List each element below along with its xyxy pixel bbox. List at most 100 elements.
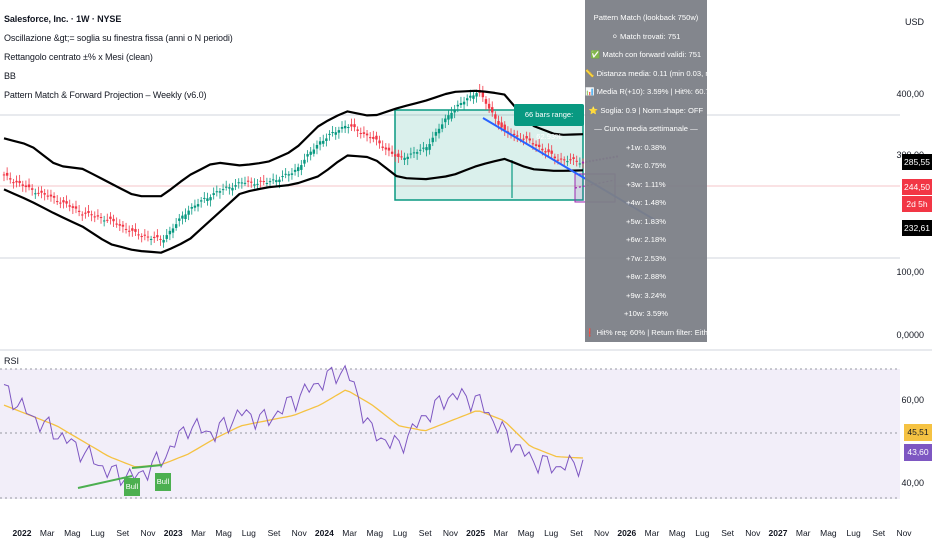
candle-body bbox=[296, 167, 300, 172]
candle-body bbox=[331, 132, 334, 134]
candle-body bbox=[184, 214, 187, 220]
indicator-pattern-match[interactable]: Pattern Match & Forward Projection – Wee… bbox=[4, 90, 207, 100]
time-axis-label: Nov bbox=[896, 528, 912, 538]
candle-body bbox=[18, 180, 21, 184]
candle-body bbox=[325, 138, 328, 142]
candle-body bbox=[52, 195, 56, 198]
candle-body bbox=[497, 121, 500, 125]
time-axis-label: Set bbox=[570, 528, 583, 538]
candle-body bbox=[153, 236, 156, 239]
candle-body bbox=[118, 224, 121, 226]
candle-body bbox=[372, 136, 375, 139]
candle-body bbox=[431, 137, 434, 143]
info-line: +3w: 1.11% bbox=[626, 179, 666, 189]
candle-body bbox=[287, 174, 291, 176]
candle-body bbox=[494, 114, 497, 119]
bull-label-1: Bull bbox=[124, 478, 140, 496]
candle-body bbox=[375, 135, 378, 140]
candle-body bbox=[193, 205, 197, 208]
candle-body bbox=[303, 159, 306, 164]
candle-body bbox=[525, 136, 528, 139]
candle-body bbox=[387, 147, 391, 151]
candle-body bbox=[90, 214, 93, 216]
candle-body bbox=[281, 176, 284, 178]
candle-body bbox=[422, 147, 425, 149]
time-axis-label: Set bbox=[116, 528, 130, 538]
time-axis-label: Lug bbox=[241, 528, 256, 538]
candle-body bbox=[397, 153, 400, 157]
time-axis-label: Nov bbox=[745, 528, 761, 538]
candle-body bbox=[350, 124, 353, 127]
bull-divergence-line-2 bbox=[131, 464, 163, 469]
candle-body bbox=[306, 154, 309, 157]
candle-body bbox=[115, 223, 118, 225]
candle-body bbox=[553, 156, 557, 159]
indicator-rectangle[interactable]: Rettangolo centrato ±% x Mesi (clean) bbox=[4, 52, 153, 62]
candle-body bbox=[268, 181, 272, 183]
candle-body bbox=[190, 206, 193, 209]
candle-body bbox=[159, 238, 162, 240]
time-axis-label: 2026 bbox=[617, 528, 637, 538]
indicator-bb[interactable]: BB bbox=[4, 71, 16, 81]
candle-body bbox=[246, 180, 250, 182]
candle-body bbox=[531, 143, 535, 145]
candle-body bbox=[450, 112, 453, 119]
candle-body bbox=[77, 210, 81, 212]
time-axis-label: 2022 bbox=[12, 528, 32, 538]
candle-body bbox=[165, 235, 168, 239]
candle-body bbox=[334, 132, 337, 135]
bollinger-lower bbox=[3, 154, 584, 254]
candle-body bbox=[425, 147, 428, 151]
candle-body bbox=[262, 181, 265, 183]
time-axis-label: Mar bbox=[493, 528, 509, 538]
candle-body bbox=[394, 154, 397, 157]
time-axis-label: Nov bbox=[291, 528, 307, 538]
candle-body bbox=[221, 189, 225, 191]
candle-body bbox=[87, 211, 90, 213]
candle-body bbox=[406, 156, 409, 160]
price-tag-lower: 232,61 bbox=[902, 220, 932, 236]
candle-body bbox=[384, 147, 388, 150]
candle-body bbox=[381, 146, 384, 148]
candle-body bbox=[265, 183, 269, 185]
info-line: +8w: 2.88% bbox=[626, 272, 666, 281]
info-line: +6w: 2.18% bbox=[626, 235, 666, 244]
candle-body bbox=[412, 152, 416, 154]
info-line: +5w: 1.83% bbox=[626, 216, 666, 226]
bull-divergence-line-1 bbox=[77, 475, 133, 489]
candle-body bbox=[462, 101, 466, 105]
info-line: +1w: 0.38% bbox=[626, 142, 666, 152]
candle-body bbox=[43, 193, 46, 195]
indicator-oscillation[interactable]: Oscillazione &gt;= soglia su finestra fi… bbox=[4, 33, 233, 43]
price-tag-last: 244,50 bbox=[902, 179, 932, 195]
candle-body bbox=[466, 98, 469, 101]
info-line: +9w: 3.24% bbox=[626, 290, 666, 300]
candle-body bbox=[181, 215, 184, 219]
candle-body bbox=[37, 192, 40, 194]
candle-body bbox=[415, 152, 419, 154]
candle-body bbox=[368, 137, 372, 139]
rsi-label[interactable]: RSI bbox=[4, 356, 20, 366]
candle-body bbox=[49, 194, 53, 197]
time-axis-label: Nov bbox=[594, 528, 610, 538]
time-axis-label: Mar bbox=[795, 528, 811, 538]
candle-body bbox=[275, 180, 278, 183]
candle-body bbox=[293, 169, 297, 172]
candle-body bbox=[121, 224, 125, 227]
candle-body bbox=[353, 124, 356, 128]
time-axis-label: Mag bbox=[64, 528, 81, 538]
candle-body bbox=[472, 95, 475, 99]
info-line: ✅ Match con forward validi: 751 bbox=[590, 50, 702, 59]
candle-body bbox=[212, 193, 215, 196]
currency-label: USD bbox=[904, 17, 924, 27]
time-axis-label: Mar bbox=[39, 528, 55, 538]
candle-body bbox=[149, 238, 153, 240]
candle-body bbox=[566, 161, 569, 163]
info-line: 📏 Distanza media: 0.11 (min 0.03, max 0.… bbox=[585, 68, 707, 78]
candle-body bbox=[228, 187, 231, 189]
candle-body bbox=[559, 158, 563, 160]
info-line: +4w: 1.48% bbox=[626, 198, 666, 207]
candle-body bbox=[491, 107, 494, 113]
time-axis-label: Mar bbox=[342, 528, 357, 538]
